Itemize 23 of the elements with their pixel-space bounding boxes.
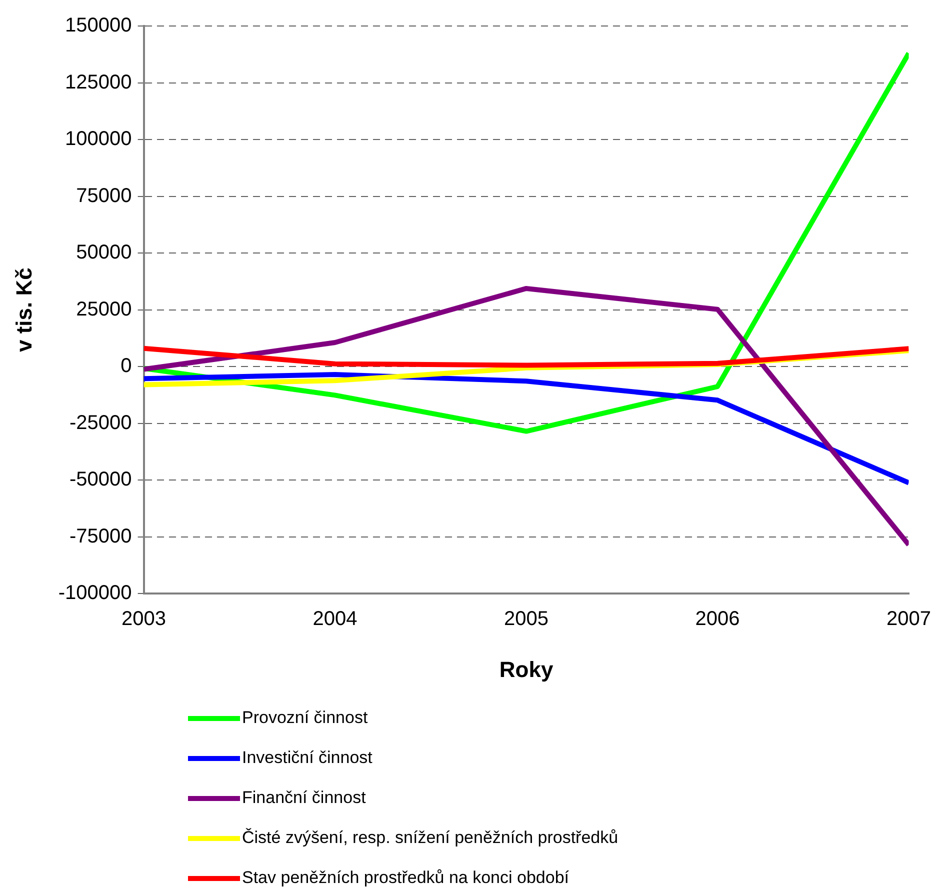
x-tick-label: 2006 — [695, 608, 740, 630]
y-tick-label: 150000 — [65, 14, 132, 37]
legend-label: Investiční činnost — [242, 748, 372, 768]
x-axis-title: Roky — [499, 656, 554, 682]
x-tick-label: 2005 — [504, 608, 549, 630]
legend-label: Stav peněžních prostředků na konci období — [242, 868, 569, 888]
legend-label: Finanční činnost — [242, 788, 366, 808]
y-tick-label: -25000 — [70, 412, 132, 434]
x-tick-label: 2004 — [312, 608, 358, 630]
x-tick-label: 2007 — [886, 608, 932, 630]
y-tick-label: -75000 — [70, 525, 132, 548]
y-axis-title: v tis. Kč — [11, 268, 36, 352]
y-tick-label: 125000 — [65, 71, 132, 94]
y-tick-label: -100000 — [58, 582, 132, 604]
legend-label: Čisté zvýšení, resp. snížení peněžních prostředků — [242, 828, 618, 848]
y-tick-label: 75000 — [76, 184, 132, 207]
y-tick-label: 100000 — [65, 128, 132, 150]
y-tick-label: -50000 — [70, 468, 132, 491]
legend-label: Provozní činnost — [242, 708, 368, 728]
y-tick-label: 25000 — [76, 298, 132, 320]
y-tick-label: 50000 — [76, 242, 132, 264]
y-tick-label: 0 — [120, 355, 132, 378]
x-tick-label: 2003 — [122, 608, 166, 630]
